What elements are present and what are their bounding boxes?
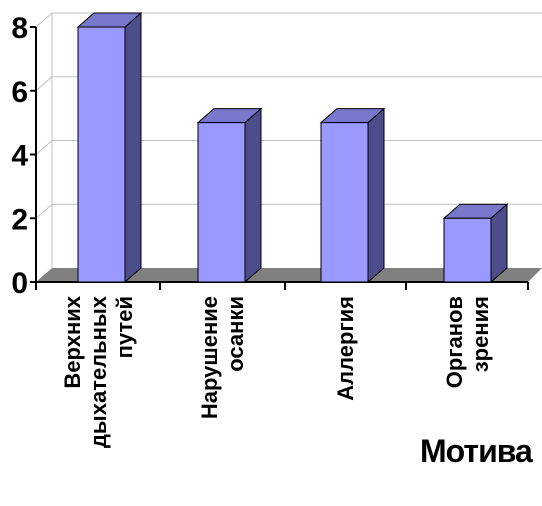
bar (442, 203, 509, 284)
category-label-line: Органов (442, 296, 467, 388)
gridline-diagonal (35, 203, 53, 219)
bar (76, 11, 143, 284)
bar-front (197, 122, 246, 283)
category-label: Нарушениеосанки (197, 296, 248, 419)
chart-floor (36, 268, 542, 282)
bar-side (367, 107, 385, 284)
category-label: Верхнихдыхательныхпутей (60, 295, 137, 448)
bar-side (124, 11, 142, 284)
gridline-diagonal (35, 76, 53, 92)
y-tick-label: 2 (11, 203, 28, 236)
category-label-line: Нарушение (197, 296, 222, 419)
bar-front (320, 122, 369, 283)
category-label-line: Аллергия (333, 296, 358, 401)
bar-layer (76, 11, 509, 284)
category-label-line: зрения (468, 296, 493, 372)
gridline-diagonal (35, 12, 53, 28)
bar (196, 107, 263, 284)
category-label-line: Верхних (60, 295, 85, 388)
bar-side (244, 107, 262, 284)
legend-fragment-label: Мотива (420, 433, 533, 469)
category-label-line: путей (112, 296, 137, 358)
y-tick-labels: 0 2 4 6 8 (11, 12, 28, 300)
y-tick-label: 0 (11, 267, 28, 300)
y-tick-label: 6 (11, 76, 28, 109)
category-labels: Верхнихдыхательныхпутей Нарушениеосанки Ал… (60, 295, 493, 448)
category-label-line: осанки (223, 296, 248, 372)
bar (319, 107, 386, 284)
bar-front (77, 26, 126, 283)
gridline-diagonal (35, 140, 53, 155)
y-tick-label: 4 (11, 140, 28, 173)
category-label-line: дыхательных (86, 295, 111, 448)
bar-front (443, 217, 492, 283)
category-label: Аллергия (333, 296, 358, 401)
category-label: Органовзрения (442, 296, 493, 388)
y-tick-label: 8 (11, 12, 28, 45)
